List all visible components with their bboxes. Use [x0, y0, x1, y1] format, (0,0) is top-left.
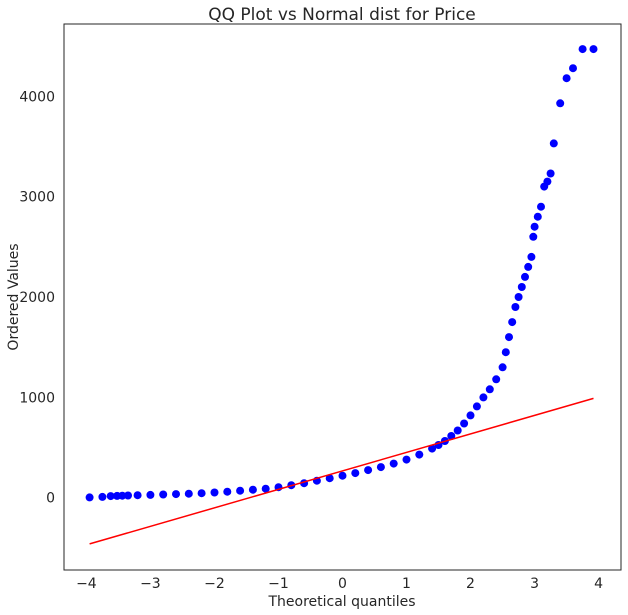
x-tick-label: 0	[338, 576, 347, 592]
data-point	[146, 490, 155, 499]
data-point	[485, 385, 494, 394]
x-axis-label: Theoretical quantiles	[267, 594, 415, 610]
data-point	[338, 471, 347, 480]
data-point	[106, 492, 115, 501]
data-point	[511, 303, 520, 311]
data-point	[197, 489, 206, 498]
data-point	[537, 202, 545, 211]
data-point	[98, 492, 107, 501]
data-point	[549, 139, 558, 148]
data-point	[248, 485, 257, 494]
x-tick-label: 2	[466, 576, 475, 592]
x-tick-label: 1	[402, 576, 411, 592]
x-tick-label: −1	[268, 576, 289, 592]
data-point	[472, 402, 481, 411]
data-point	[530, 222, 539, 231]
data-point	[389, 459, 398, 468]
data-point	[562, 74, 571, 83]
x-tick-label: −4	[76, 576, 97, 592]
y-tick-label: 2000	[19, 290, 55, 306]
data-point	[578, 45, 587, 54]
data-point	[569, 64, 577, 73]
data-point	[223, 487, 232, 496]
data-point	[453, 426, 462, 435]
data-point	[501, 348, 510, 357]
data-point	[529, 232, 538, 241]
data-point	[466, 411, 475, 420]
data-point	[479, 393, 488, 402]
data-point	[521, 272, 529, 281]
data-point	[402, 455, 411, 464]
data-point	[514, 293, 523, 301]
data-point	[159, 490, 168, 499]
y-tick-label: 0	[46, 491, 55, 507]
data-point	[589, 45, 598, 54]
x-tick-label: −3	[140, 576, 161, 592]
x-tick-label: 4	[594, 576, 603, 592]
data-point	[172, 490, 180, 499]
data-point	[210, 488, 219, 497]
data-point	[351, 469, 360, 478]
chart-title: QQ Plot vs Normal dist for Price	[208, 5, 476, 25]
data-point	[498, 363, 507, 372]
data-point	[505, 333, 513, 342]
y-tick-label: 1000	[19, 390, 55, 406]
data-point	[118, 491, 127, 500]
plot-frame	[63, 23, 622, 571]
data-point	[517, 283, 526, 291]
data-point	[236, 486, 245, 495]
data-point	[492, 375, 501, 384]
y-tick-label: 4000	[19, 89, 55, 105]
data-point	[524, 262, 533, 271]
data-point	[376, 463, 385, 472]
data-point	[447, 432, 456, 440]
data-point	[133, 491, 142, 500]
data-point	[508, 318, 517, 327]
data-point	[415, 450, 424, 459]
y-axis-label: Ordered Values	[6, 243, 22, 350]
data-point	[184, 489, 193, 498]
data-point	[533, 212, 542, 221]
data-point	[325, 474, 334, 483]
data-point	[556, 99, 565, 108]
x-tick-label: −2	[204, 576, 225, 592]
data-point	[261, 484, 270, 493]
y-tick-label: 3000	[19, 190, 55, 206]
data-point	[364, 466, 373, 475]
data-point	[124, 491, 132, 500]
reference-line	[89, 397, 594, 545]
data-point	[543, 177, 552, 186]
data-point	[85, 493, 94, 502]
x-tick-label: 3	[530, 576, 539, 592]
data-point	[546, 169, 555, 178]
data-point	[527, 252, 536, 261]
data-point	[428, 444, 437, 453]
data-point	[460, 419, 469, 428]
